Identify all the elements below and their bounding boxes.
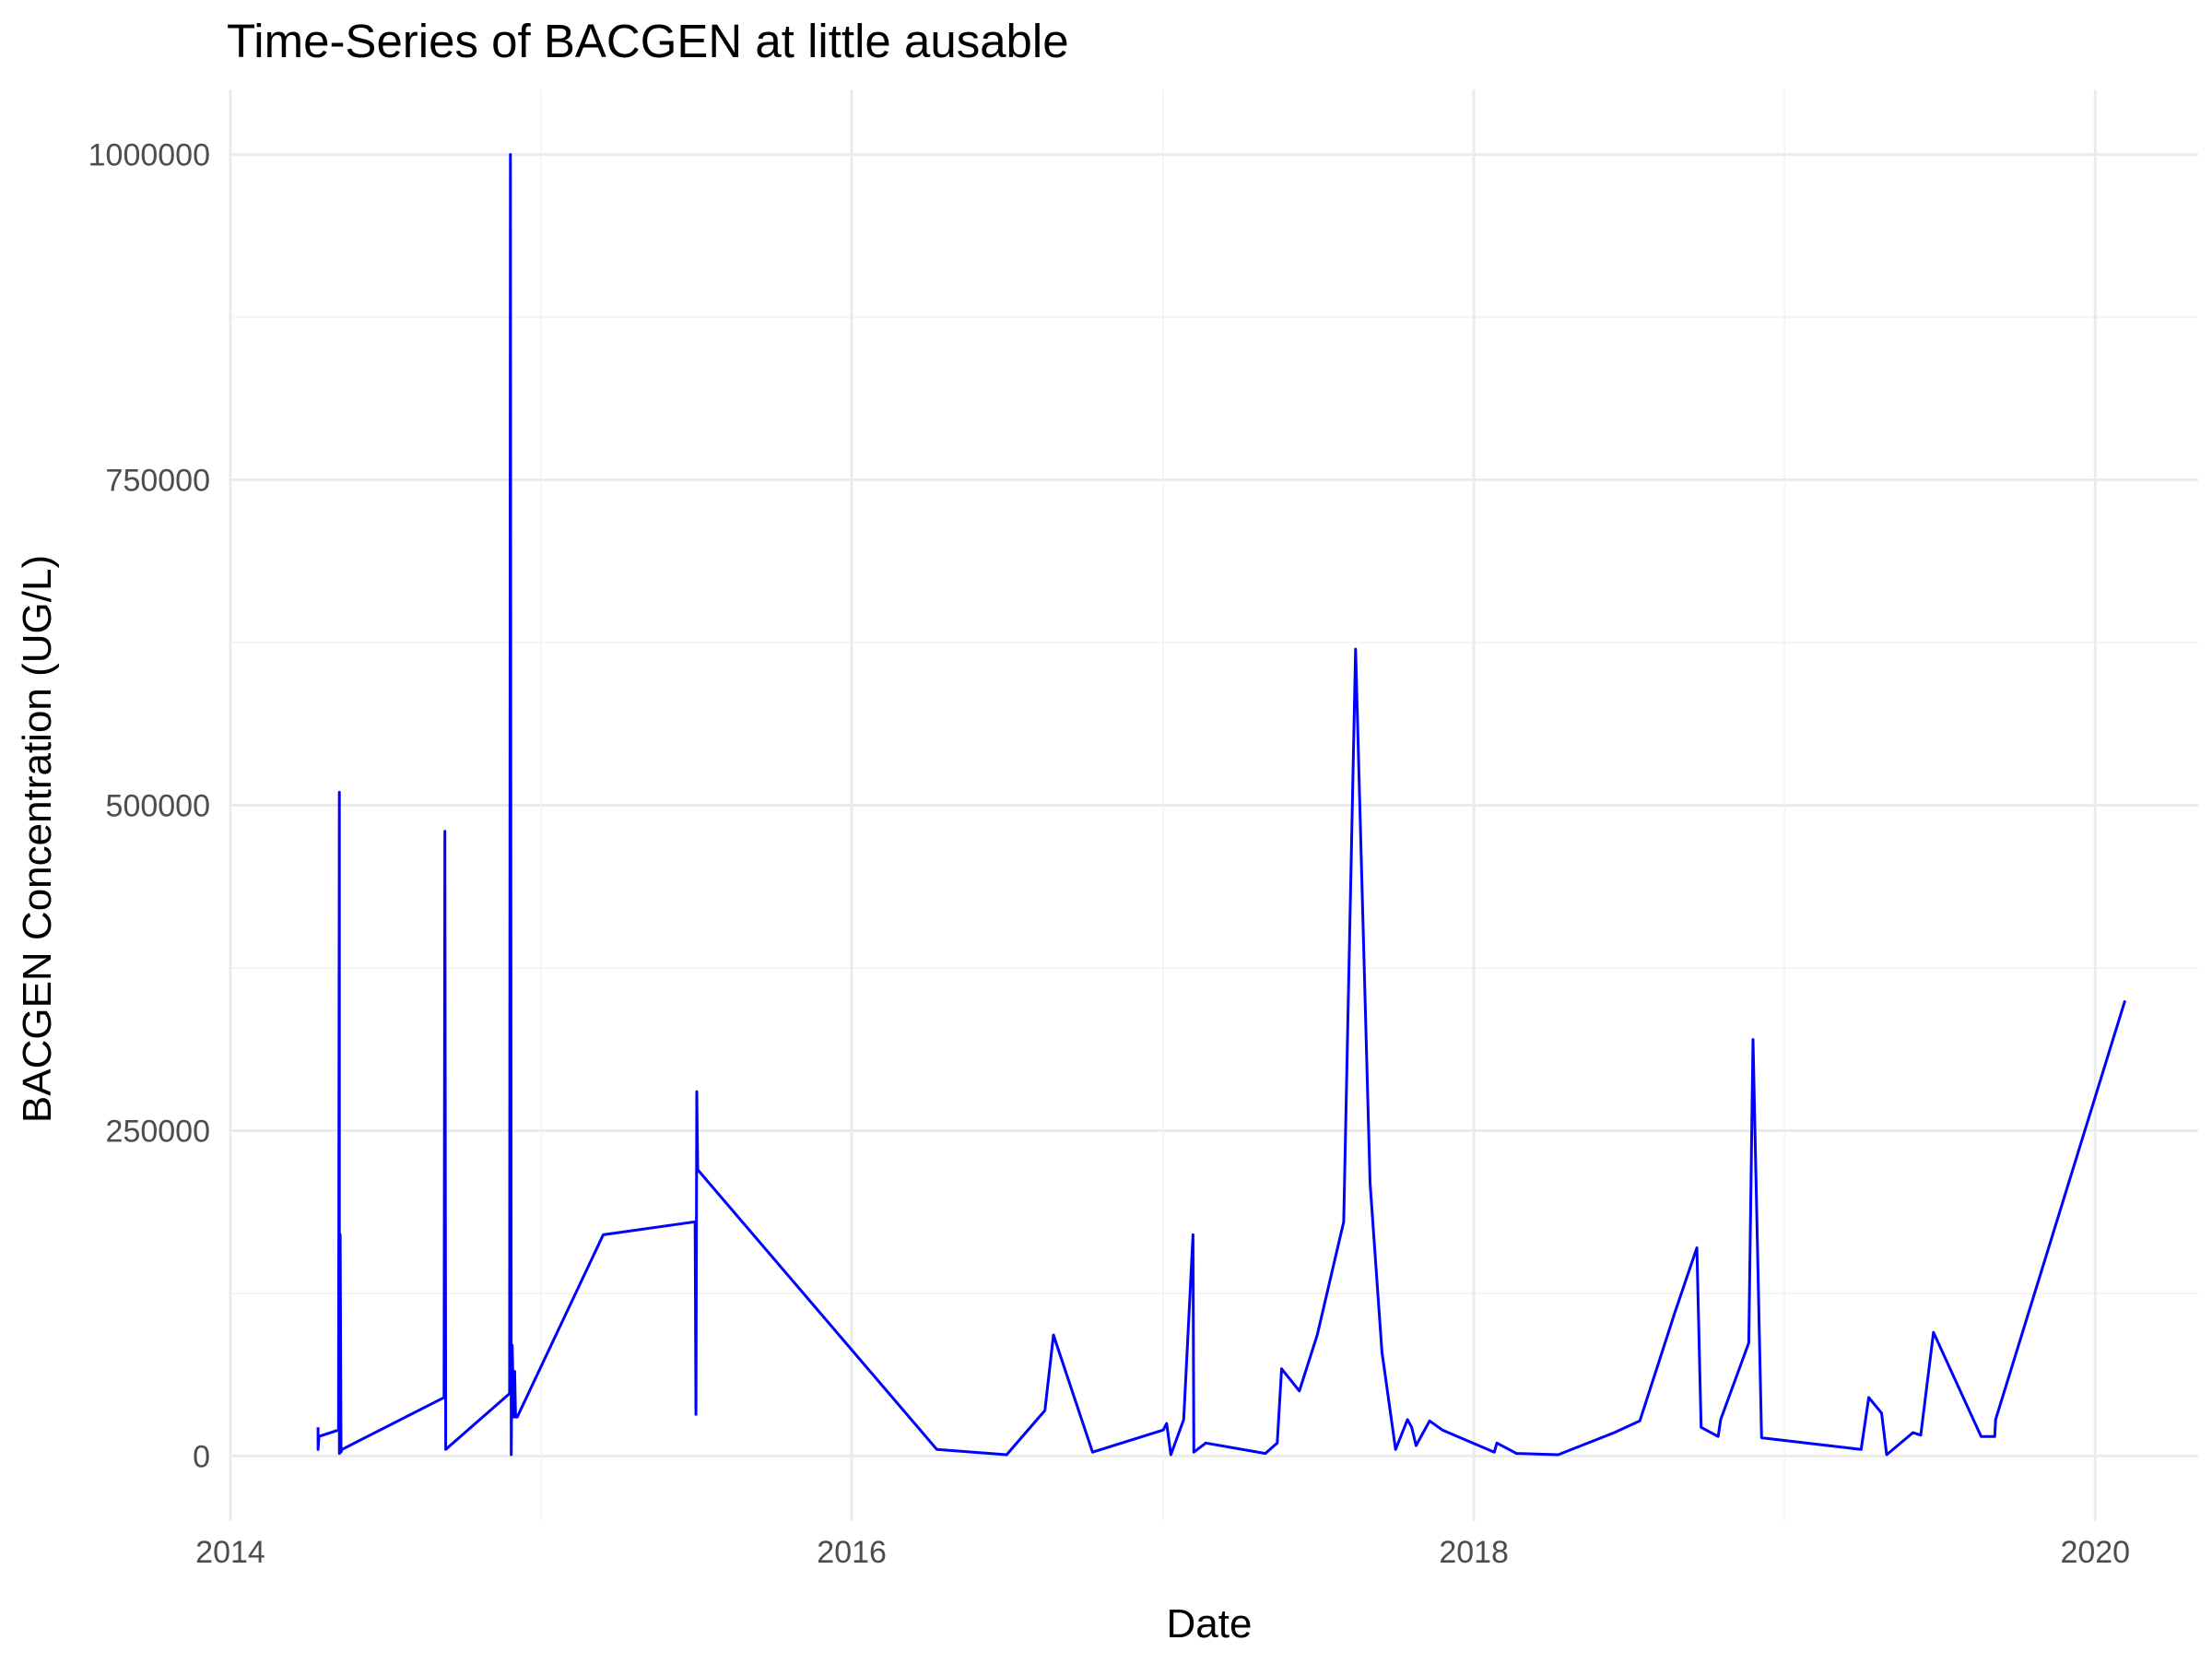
chart-title: Time-Series of BACGEN at little ausable bbox=[227, 15, 1069, 67]
x-tick-label: 2018 bbox=[1439, 1535, 1509, 1570]
y-tick-label: 750000 bbox=[106, 464, 210, 499]
x-tick-label: 2020 bbox=[2060, 1535, 2130, 1570]
x-axis: 2014 2016 2018 2020 bbox=[195, 1535, 2130, 1570]
x-axis-title: Date bbox=[1167, 1601, 1253, 1646]
y-axis: 0 250000 500000 750000 1000000 bbox=[88, 138, 210, 1475]
series-layer bbox=[316, 153, 2127, 1457]
series-line bbox=[316, 153, 2127, 1457]
x-tick-label: 2016 bbox=[817, 1535, 887, 1570]
y-tick-label: 500000 bbox=[106, 789, 210, 824]
y-axis-title: BACGEN Concentration (UG/L) bbox=[15, 555, 60, 1123]
y-tick-label: 0 bbox=[193, 1439, 210, 1474]
x-tick-label: 2014 bbox=[195, 1535, 265, 1570]
y-tick-label: 1000000 bbox=[88, 138, 210, 173]
y-tick-label: 250000 bbox=[106, 1114, 210, 1149]
grid bbox=[229, 89, 2198, 1521]
